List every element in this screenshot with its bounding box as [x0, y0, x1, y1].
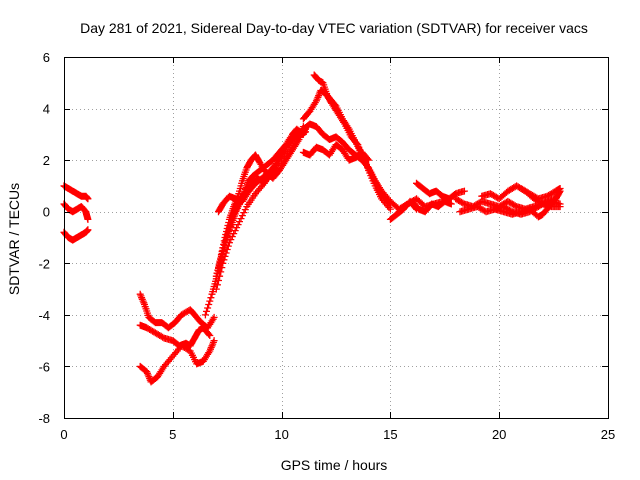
y-tick-label: 0 [43, 205, 50, 220]
data-markers [60, 71, 564, 386]
data-point-markers [212, 125, 309, 293]
series-t17 [413, 179, 468, 203]
data-point-markers [60, 200, 92, 223]
x-tick-label: 15 [383, 427, 397, 442]
y-tick-label: -2 [38, 256, 50, 271]
series-t23 [517, 185, 564, 203]
chart-title: Day 281 of 2021, Sidereal Day-to-day VTE… [80, 20, 588, 36]
y-tick-label: -8 [38, 411, 50, 426]
x-tick-label: 20 [492, 427, 506, 442]
x-tick-label: 0 [60, 427, 67, 442]
series-t5 [136, 290, 218, 332]
y-tick-label: 6 [43, 50, 50, 65]
data-point-markers [393, 197, 420, 218]
y-tick-label: 4 [43, 102, 50, 117]
data-point-markers [299, 120, 447, 213]
data-point-markers [299, 141, 373, 164]
data-point-markers [136, 337, 218, 386]
data-point-markers [60, 226, 92, 244]
plot-frame [64, 57, 609, 419]
series-t11 [212, 125, 309, 293]
data-point-markers [517, 185, 564, 203]
series-t15 [299, 120, 447, 213]
y-tick-label: -4 [38, 308, 50, 323]
series-t4 [136, 321, 214, 350]
x-tick-label: 10 [274, 427, 288, 442]
data-point-markers [136, 290, 218, 332]
x-axis-label: GPS time / hours [281, 457, 388, 473]
axis-ticks: 0 5 10 15 20 25 -8 -6 -4 -2 0 2 4 6 [38, 50, 615, 442]
series-t22 [491, 187, 564, 221]
data-point-markers [60, 182, 92, 203]
data-point-markers [136, 321, 214, 350]
series-t1 [60, 182, 92, 203]
series-t18 [393, 197, 420, 218]
y-axis-label: SDTVAR / TECUs [6, 183, 22, 295]
series-t3 [60, 226, 92, 244]
y-tick-label: 2 [43, 153, 50, 168]
series-t2 [60, 200, 92, 223]
data-point-markers [491, 187, 564, 221]
x-tick-label: 25 [601, 427, 615, 442]
y-tick-label: -6 [38, 359, 50, 374]
x-tick-label: 5 [169, 427, 176, 442]
data-point-markers [413, 179, 468, 203]
series-t6 [136, 337, 218, 386]
series-t14 [299, 141, 373, 164]
